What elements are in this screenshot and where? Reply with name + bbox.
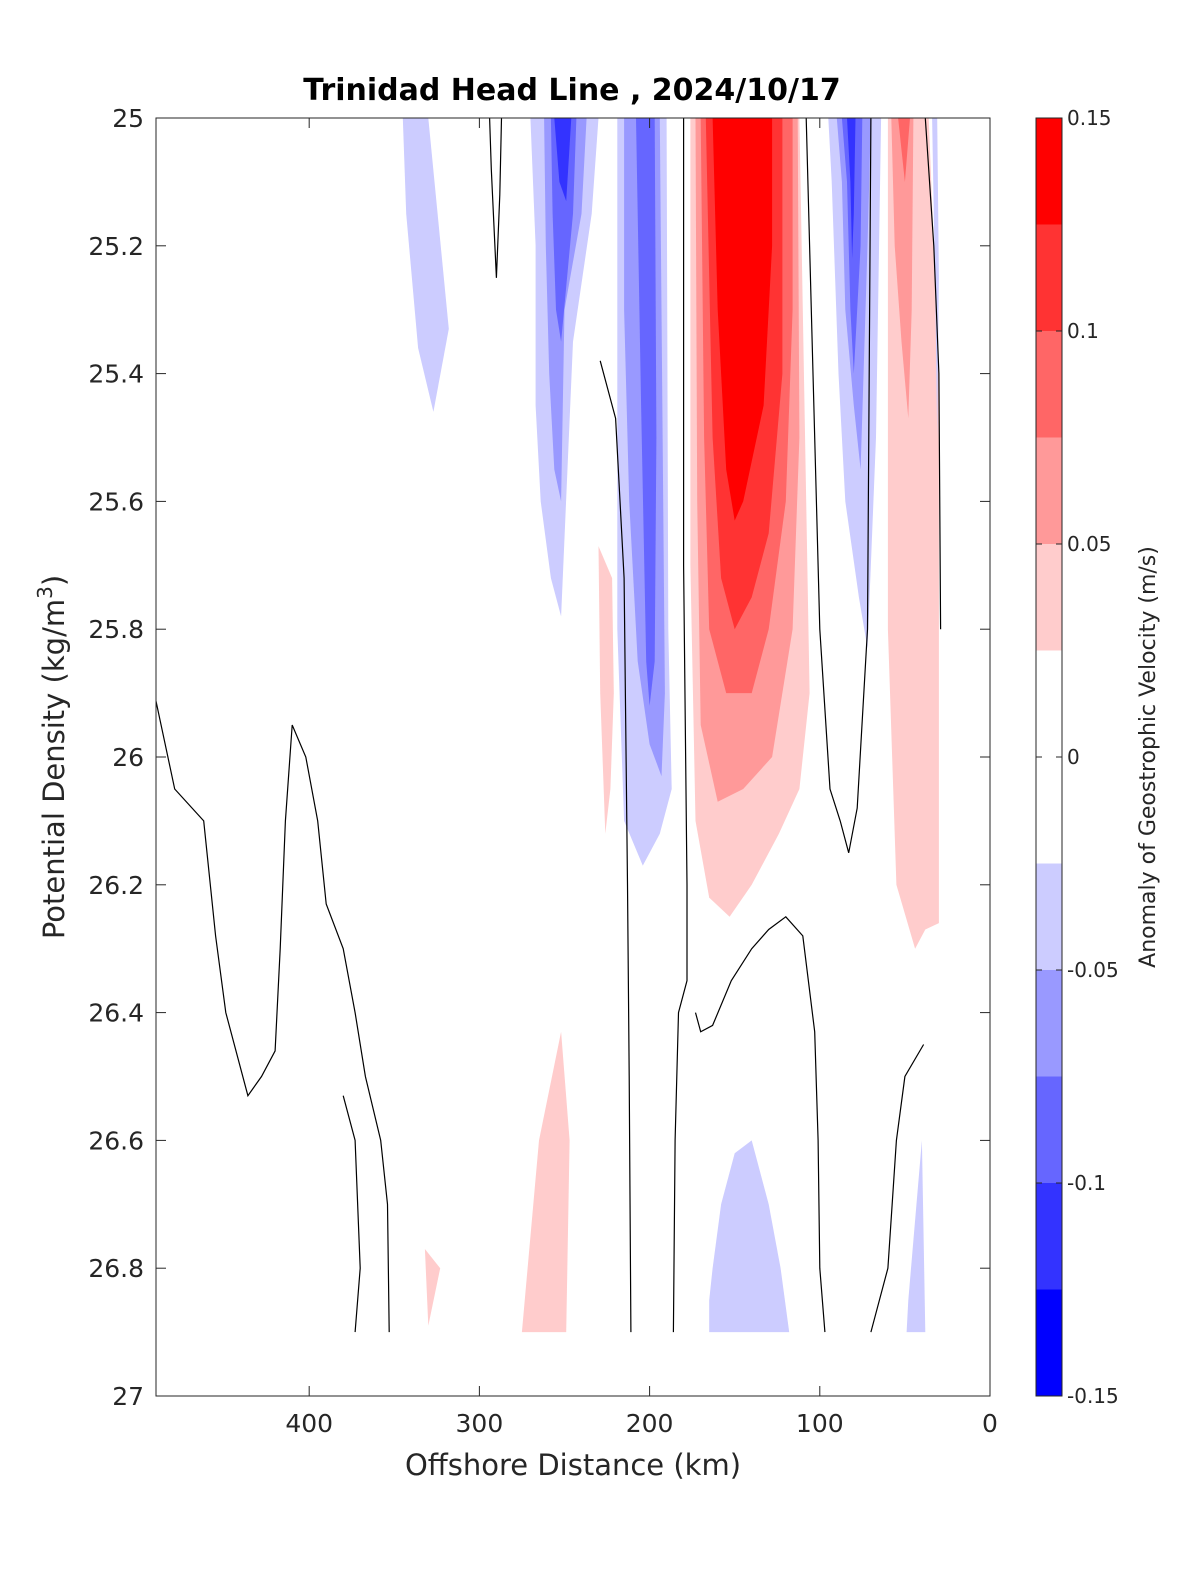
contour-fill-7 <box>636 118 657 706</box>
x-tick-label: 300 <box>456 1409 504 1438</box>
colorbar: 0.15 0.1 0.05 0 -0.05 -0.1 -0.15 <box>1035 106 1119 1408</box>
colorbar-segment-11 <box>1036 1289 1062 1396</box>
contour-fill-23 <box>906 1140 926 1333</box>
colorbar-tick-label: 0.15 <box>1067 106 1112 130</box>
contour-fill-25 <box>424 1249 441 1326</box>
y-tick-label: 26.4 <box>88 999 144 1028</box>
contour-line-7 <box>694 915 826 1333</box>
chart-title: Trinidad Head Line , 2024/10/17 <box>303 73 840 108</box>
colorbar-tick-label: -0.15 <box>1067 1384 1119 1408</box>
x-tick-label: 100 <box>796 1409 844 1438</box>
colorbar-segment-0 <box>1036 118 1062 225</box>
contour-fill-0 <box>402 118 449 412</box>
y-tick-label: 26.8 <box>88 1254 144 1283</box>
y-tick-label: 25 <box>112 104 144 133</box>
contour-line-4 <box>924 118 942 630</box>
contour-fills <box>402 118 939 1333</box>
x-tick-label: 0 <box>982 1409 998 1438</box>
y-tick-label: 27 <box>112 1382 144 1411</box>
colorbar-tick-label: 0.05 <box>1067 532 1112 556</box>
contour-line-2 <box>672 118 688 1333</box>
colorbar-segment-6 <box>1036 757 1062 864</box>
colorbar-tick-label: -0.05 <box>1067 958 1119 982</box>
contour-line-8 <box>870 1044 925 1333</box>
colorbar-tick-label: -0.1 <box>1067 1171 1106 1195</box>
y-axis-label: Potential Density (kg/m3) <box>33 575 71 939</box>
colorbar-segment-4 <box>1036 544 1062 651</box>
contour-line-3 <box>805 118 872 853</box>
y-tick-label: 25.4 <box>88 360 144 389</box>
y-tick-label: 25.8 <box>88 615 144 644</box>
colorbar-segment-10 <box>1036 1183 1062 1290</box>
x-axis-label: Offshore Distance (km) <box>405 1448 741 1482</box>
colorbar-label: Anomaly of Geostrophic Velocity (m/s) <box>1136 546 1161 968</box>
contour-fill-3 <box>550 118 577 342</box>
x-axis: 400 300 200 100 0 <box>285 118 998 1438</box>
colorbar-tick-label: 0.1 <box>1067 319 1099 343</box>
contour-fill-12 <box>712 118 773 521</box>
colorbar-segment-2 <box>1036 331 1062 438</box>
contour-fill-24 <box>521 1031 570 1333</box>
colorbar-segment-7 <box>1036 863 1062 970</box>
zero-contour-lines <box>156 118 942 1333</box>
y-axis-label-superscript: 3 <box>33 586 57 599</box>
y-tick-label: 26.6 <box>88 1126 144 1155</box>
colorbar-segment-3 <box>1036 437 1062 544</box>
y-axis-label-main: Potential Density (kg/m <box>37 599 71 939</box>
contour-fill-21 <box>598 546 614 834</box>
x-tick-label: 200 <box>626 1409 674 1438</box>
y-axis: 25 25.2 25.4 25.6 25.8 26 26.2 26.4 26.6 26.8 27 <box>88 104 990 1411</box>
contour-line-1 <box>599 360 632 1333</box>
y-tick-label: 26.2 <box>88 871 144 900</box>
y-axis-label-close: ) <box>37 575 71 586</box>
contour-line-6 <box>156 698 390 1333</box>
colorbar-segment-1 <box>1036 224 1062 331</box>
y-tick-label: 25.2 <box>88 232 144 261</box>
contour-line-5 <box>342 1095 361 1333</box>
y-tick-label: 26 <box>112 743 144 772</box>
colorbar-segment-9 <box>1036 1076 1062 1183</box>
colorbar-segment-5 <box>1036 650 1062 757</box>
contour-fill-16 <box>847 118 856 259</box>
y-tick-label: 25.6 <box>88 487 144 516</box>
contour-fill-18 <box>891 118 914 419</box>
contour-fill-19 <box>898 118 910 182</box>
contour-fill-22 <box>709 1140 790 1333</box>
colorbar-segment-8 <box>1036 970 1062 1077</box>
colorbar-tick-label: 0 <box>1067 745 1080 769</box>
contour-line-0 <box>489 118 503 278</box>
contour-fill-4 <box>554 118 572 202</box>
x-tick-label: 400 <box>285 1409 333 1438</box>
